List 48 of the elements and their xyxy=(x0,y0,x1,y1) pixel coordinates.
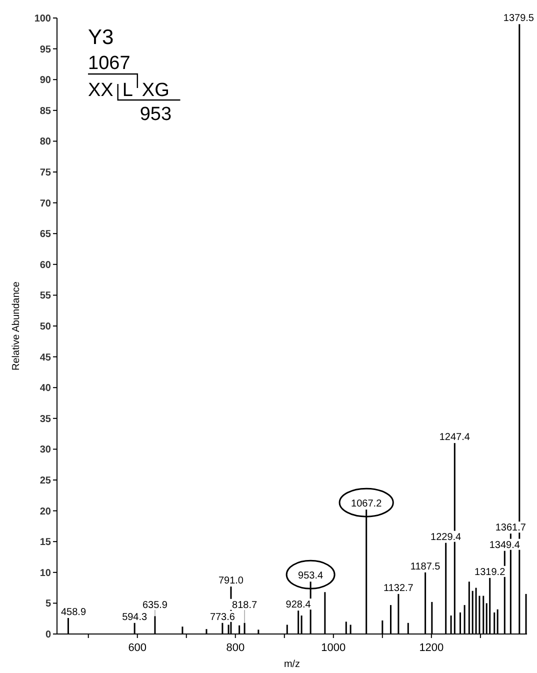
annotation: 594.3 xyxy=(122,612,148,623)
y-axis-title: Relative Abundance xyxy=(11,281,22,370)
annotation: 1247.4 xyxy=(439,432,470,444)
x-axis-title: m/z xyxy=(284,659,300,670)
y-tick-label: 65 xyxy=(40,229,52,240)
x-tick-label: 1000 xyxy=(321,642,346,654)
annotation: XX L XG xyxy=(88,80,170,101)
annotation: 1187.5 xyxy=(410,561,441,572)
y-tick-label: 95 xyxy=(40,44,52,56)
y-tick-label: 70 xyxy=(40,198,52,210)
annotation: 773.6 xyxy=(210,612,236,623)
y-tick-label: 75 xyxy=(40,168,52,178)
annotation: 928.4 xyxy=(286,600,312,611)
y-tick-label: 35 xyxy=(40,414,52,425)
annotation: 1361.7 xyxy=(495,522,526,534)
y-tick-label: 55 xyxy=(40,290,52,302)
y-tick-label: 100 xyxy=(34,14,52,24)
x-tick-label: 1200 xyxy=(419,642,444,654)
annotation: 1067 xyxy=(88,53,130,74)
y-tick-label: 50 xyxy=(40,322,52,332)
y-tick-label: 85 xyxy=(40,106,52,117)
y-tick-label: 45 xyxy=(40,352,52,364)
y-tick-label: 90 xyxy=(40,75,52,86)
y-tick-label: 80 xyxy=(40,136,52,148)
annotation: 458.9 xyxy=(61,606,86,618)
annotation: 1349.4 xyxy=(489,540,520,551)
y-tick-label: 15 xyxy=(40,537,52,548)
annotation: 953.4 xyxy=(298,570,324,582)
y-tick-label: 60 xyxy=(40,260,52,271)
y-tick-label: 30 xyxy=(40,444,52,456)
annotation: 1379.5 xyxy=(503,13,534,24)
annotation: 635.9 xyxy=(142,600,168,611)
annotation: 791.0 xyxy=(218,576,244,587)
y-tick-label: 10 xyxy=(40,568,52,579)
annotation: 1132.7 xyxy=(384,582,414,594)
annotation: Y3 xyxy=(88,26,114,49)
y-tick-label: 25 xyxy=(40,476,52,486)
annotation: 1229.4 xyxy=(430,532,462,543)
x-tick-label: 600 xyxy=(128,642,147,654)
annotation: 818.7 xyxy=(232,600,258,611)
annotation: 1067.2 xyxy=(351,498,382,510)
annotation: 1319.2 xyxy=(474,566,506,578)
y-tick-label: 0 xyxy=(45,630,52,640)
x-tick-label: 800 xyxy=(226,642,245,654)
y-tick-label: 40 xyxy=(40,383,52,394)
y-tick-label: 5 xyxy=(45,598,52,610)
annotation: 953 xyxy=(140,104,172,125)
y-tick-label: 20 xyxy=(40,506,52,518)
